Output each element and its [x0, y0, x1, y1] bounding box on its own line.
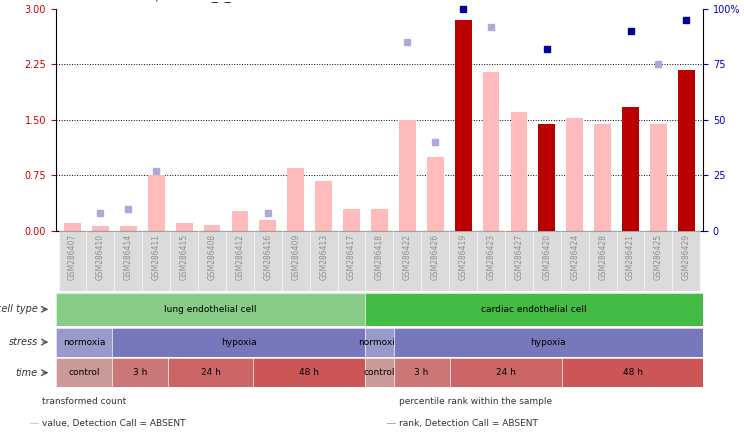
- Bar: [678, 70, 695, 231]
- Bar: [371, 209, 388, 231]
- Text: control: control: [364, 368, 395, 377]
- Bar: [449, 231, 477, 291]
- Text: lung endothelial cell: lung endothelial cell: [164, 305, 257, 314]
- Bar: [92, 226, 109, 231]
- Bar: [394, 231, 421, 291]
- Bar: [594, 123, 611, 231]
- Bar: [421, 231, 449, 291]
- Text: transformed count: transformed count: [42, 397, 126, 406]
- Text: control: control: [68, 368, 100, 377]
- Bar: [170, 231, 198, 291]
- Bar: [59, 231, 86, 291]
- Bar: [622, 107, 639, 231]
- Bar: [387, 423, 397, 424]
- Text: 3 h: 3 h: [414, 368, 429, 377]
- Bar: [198, 231, 226, 291]
- Bar: [539, 123, 555, 231]
- Text: cell type: cell type: [0, 304, 38, 314]
- Bar: [650, 123, 667, 231]
- Bar: [673, 231, 700, 291]
- Text: 48 h: 48 h: [623, 368, 643, 377]
- Text: stress: stress: [9, 337, 38, 347]
- Text: percentile rank within the sample: percentile rank within the sample: [399, 397, 552, 406]
- Bar: [510, 112, 527, 231]
- Bar: [260, 220, 276, 231]
- Bar: [120, 226, 137, 231]
- Bar: [282, 231, 310, 291]
- Text: hypoxia: hypoxia: [221, 337, 257, 347]
- Bar: [226, 231, 254, 291]
- Text: rank, Detection Call = ABSENT: rank, Detection Call = ABSENT: [399, 419, 538, 428]
- Bar: [455, 20, 472, 231]
- Bar: [115, 231, 142, 291]
- Bar: [338, 231, 365, 291]
- Text: normoxia: normoxia: [62, 337, 105, 347]
- Bar: [287, 168, 304, 231]
- Bar: [176, 223, 193, 231]
- Bar: [533, 231, 561, 291]
- Bar: [30, 401, 39, 402]
- Bar: [561, 231, 589, 291]
- Bar: [231, 211, 248, 231]
- Bar: [505, 231, 533, 291]
- Text: 24 h: 24 h: [496, 368, 516, 377]
- Text: hypoxia: hypoxia: [530, 337, 566, 347]
- Bar: [477, 231, 505, 291]
- Text: 24 h: 24 h: [201, 368, 220, 377]
- Bar: [204, 225, 220, 231]
- Bar: [310, 231, 338, 291]
- Bar: [644, 231, 673, 291]
- Text: cardiac endothelial cell: cardiac endothelial cell: [481, 305, 587, 314]
- Bar: [365, 231, 394, 291]
- Bar: [589, 231, 617, 291]
- Bar: [399, 120, 416, 231]
- Bar: [142, 231, 170, 291]
- Bar: [483, 72, 499, 231]
- Text: 3 h: 3 h: [133, 368, 147, 377]
- Bar: [566, 119, 583, 231]
- Bar: [148, 175, 164, 231]
- Text: normoxia: normoxia: [359, 337, 400, 347]
- Bar: [343, 209, 360, 231]
- Bar: [64, 223, 81, 231]
- Bar: [427, 157, 443, 231]
- Bar: [387, 401, 397, 402]
- Bar: [86, 231, 115, 291]
- Bar: [315, 181, 332, 231]
- Text: GDS3483 / 207626_s_at: GDS3483 / 207626_s_at: [93, 0, 243, 2]
- Bar: [30, 423, 39, 424]
- Bar: [254, 231, 282, 291]
- Text: time: time: [16, 368, 38, 378]
- Text: 48 h: 48 h: [299, 368, 319, 377]
- Text: value, Detection Call = ABSENT: value, Detection Call = ABSENT: [42, 419, 185, 428]
- Bar: [617, 231, 644, 291]
